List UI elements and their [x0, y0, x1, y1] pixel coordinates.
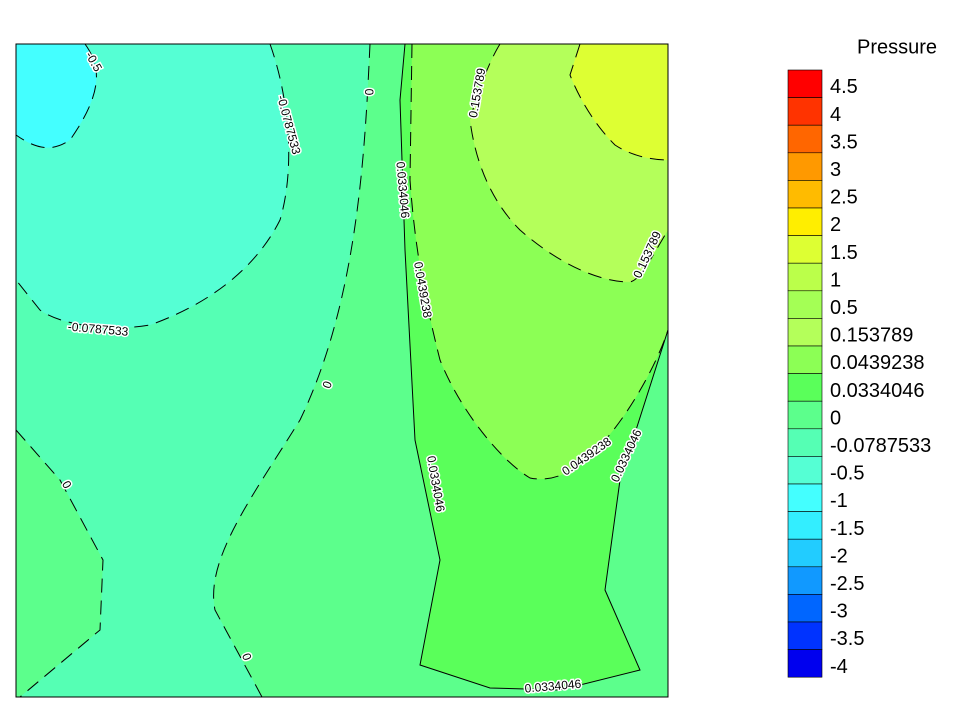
legend-label: 3.5 — [830, 131, 858, 153]
legend-label: 2 — [830, 214, 841, 236]
contour-line — [469, 43, 669, 283]
legend-label: 0 — [830, 407, 841, 429]
legend-label: 1 — [830, 269, 841, 291]
legend-swatch — [787, 483, 823, 512]
legend-swatch — [787, 594, 823, 623]
contour-line — [409, 43, 669, 480]
legend-label: 0.0334046 — [830, 380, 925, 402]
legend-label: -1 — [830, 490, 848, 512]
contour-line — [569, 43, 669, 161]
legend-title: Pressure — [857, 36, 937, 58]
legend-label: -4 — [830, 656, 848, 678]
legend-swatch — [787, 318, 823, 347]
legend-swatch — [787, 124, 823, 154]
legend-label: -0.0787533 — [830, 435, 931, 457]
legend-swatch — [787, 456, 823, 485]
legend-label: -2.5 — [830, 573, 864, 595]
contour-line — [15, 429, 104, 698]
plot-frame — [15, 43, 669, 698]
contour-label: -0.0787533 — [67, 320, 129, 339]
legend-label: -1.5 — [830, 518, 864, 540]
legend-label: 1.5 — [830, 242, 858, 264]
legend-label: 4.5 — [830, 76, 858, 98]
contour-region — [570, 44, 668, 160]
contour-label: 0 — [362, 89, 376, 96]
contour-region — [16, 44, 97, 148]
contour-label: 0.0334046 — [524, 677, 582, 696]
legend-swatch — [787, 649, 823, 678]
legend-swatch — [787, 262, 823, 292]
legend-swatch — [787, 511, 823, 540]
legend-label: -0.5 — [830, 463, 864, 485]
legend-swatch — [787, 152, 823, 181]
contour-line — [213, 43, 371, 698]
contour-label: 0.0334046 — [393, 161, 412, 219]
legend-swatch — [787, 235, 823, 264]
legend-swatch — [787, 621, 823, 650]
legend-label: 4 — [830, 104, 841, 126]
legend-swatch — [787, 290, 823, 319]
legend-label: 0.5 — [830, 297, 858, 319]
legend-swatch — [787, 345, 823, 374]
legend-swatch — [787, 538, 823, 568]
legend-swatch — [787, 207, 823, 236]
contour-line — [15, 43, 290, 329]
legend-label: 0.153789 — [830, 325, 913, 347]
legend-label: -2 — [830, 545, 848, 567]
legend-swatch — [787, 97, 823, 126]
legend-swatch — [787, 69, 823, 98]
legend-swatch — [787, 566, 823, 595]
contour-line — [15, 43, 97, 149]
legend-swatch — [787, 400, 823, 430]
legend-swatch — [787, 180, 823, 209]
legend-label: 2.5 — [830, 187, 858, 209]
legend-label: 3 — [830, 159, 841, 181]
legend-label: 0.0439238 — [830, 352, 925, 374]
legend-label: -3.5 — [830, 628, 864, 650]
legend-swatch — [787, 373, 823, 402]
contour-line — [399, 43, 669, 691]
legend-swatch — [787, 428, 823, 457]
legend-label: -3 — [830, 601, 848, 623]
